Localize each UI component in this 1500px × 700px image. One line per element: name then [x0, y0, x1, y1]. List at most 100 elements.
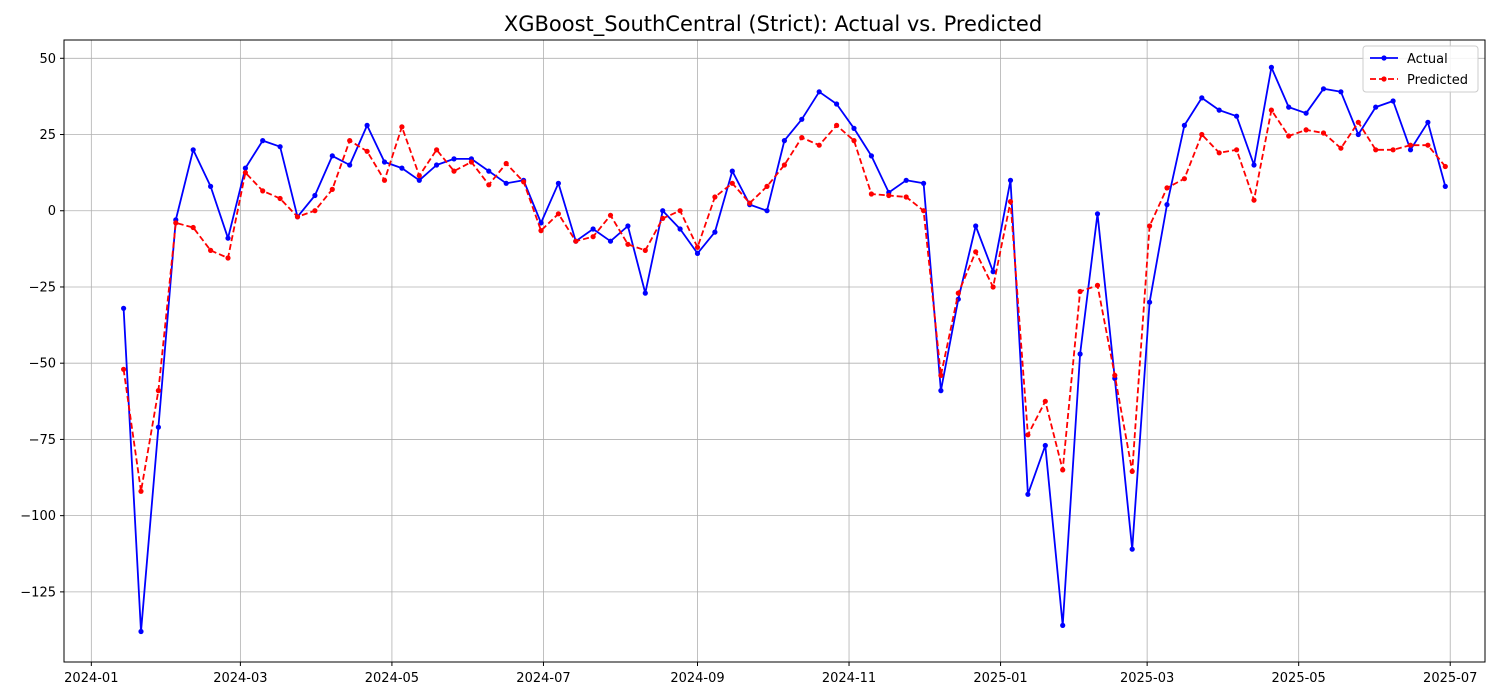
data-point-actual — [486, 168, 492, 174]
data-point-predicted — [381, 177, 388, 183]
data-point-predicted — [747, 200, 753, 206]
data-point-predicted — [712, 194, 718, 200]
legend-actual-label: Actual — [1407, 52, 1448, 67]
data-point-predicted — [781, 162, 788, 168]
data-point-actual — [138, 628, 144, 635]
data-point-predicted — [138, 488, 144, 494]
data-point-predicted — [921, 208, 927, 214]
data-point-actual — [1164, 202, 1170, 208]
data-point-predicted — [886, 192, 892, 199]
data-point-actual — [155, 424, 161, 430]
x-tick-label: 2025-01 — [973, 671, 1027, 686]
data-point-actual — [434, 162, 440, 168]
data-point-actual — [677, 226, 683, 232]
data-point-actual — [1007, 177, 1014, 183]
data-point-actual — [1060, 622, 1066, 629]
data-point-predicted — [1268, 107, 1274, 113]
y-tick-label: −50 — [29, 357, 56, 372]
data-point-actual — [277, 144, 283, 150]
data-point-predicted — [1216, 150, 1222, 156]
data-point-actual — [242, 165, 248, 171]
data-point-actual — [190, 147, 196, 153]
data-point-actual — [868, 153, 875, 159]
data-point-actual — [208, 183, 214, 189]
data-point-predicted — [364, 148, 370, 154]
data-point-predicted — [1286, 133, 1292, 139]
data-point-predicted — [729, 180, 735, 186]
data-point-actual — [625, 223, 631, 229]
data-point-actual — [329, 153, 335, 159]
legend-predicted-label: Predicted — [1407, 73, 1468, 88]
data-point-predicted — [416, 173, 422, 179]
data-point-predicted — [538, 228, 544, 234]
series-line-predicted — [122, 109, 1446, 493]
y-tick-label: 0 — [48, 204, 56, 219]
data-point-predicted — [607, 212, 614, 218]
data-point-predicted — [225, 255, 231, 261]
data-point-actual — [973, 223, 979, 229]
data-point-predicted — [1112, 372, 1118, 378]
data-point-predicted — [1129, 468, 1135, 474]
data-point-predicted — [642, 247, 648, 253]
data-point-actual — [1373, 104, 1379, 110]
data-point-predicted — [434, 147, 440, 153]
data-point-predicted — [468, 159, 474, 165]
data-point-actual — [555, 180, 562, 186]
y-tick-label: −25 — [29, 280, 56, 295]
data-point-actual — [451, 156, 457, 162]
data-point-predicted — [190, 224, 196, 231]
data-point-predicted — [816, 142, 822, 148]
data-point-actual — [851, 125, 857, 131]
data-point-actual — [1407, 147, 1414, 153]
data-point-predicted — [1007, 199, 1014, 205]
x-tick-label: 2024-07 — [516, 671, 570, 686]
x-tick-label: 2024-09 — [670, 671, 724, 686]
data-point-predicted — [868, 191, 875, 197]
data-point-predicted — [173, 220, 179, 226]
data-point-actual — [1199, 95, 1205, 101]
axis-ticks: 2024-01 2024-03 2024-05 2024-07 2024-09 2024-… — [20, 52, 1477, 686]
data-point-actual — [990, 269, 996, 275]
data-point-actual — [121, 305, 127, 311]
data-point-actual — [225, 235, 231, 241]
data-point-predicted — [660, 215, 666, 221]
data-point-actual — [1251, 162, 1257, 168]
data-point-actual — [1077, 351, 1083, 357]
x-tick-label: 2024-05 — [365, 671, 419, 686]
data-point-actual — [1181, 122, 1187, 128]
data-point-predicted — [1425, 142, 1431, 148]
data-point-predicted — [1320, 130, 1327, 136]
series-layer — [121, 64, 1448, 635]
legend-actual-marker — [1381, 55, 1387, 61]
y-tick-label: −125 — [20, 585, 56, 600]
data-point-actual — [938, 388, 944, 394]
data-point-predicted — [903, 194, 909, 200]
data-point-predicted — [1042, 398, 1048, 404]
x-tick-label: 2025-07 — [1423, 671, 1477, 686]
data-point-actual — [260, 138, 266, 144]
data-point-actual — [503, 180, 509, 186]
data-point-actual — [399, 165, 405, 171]
data-point-predicted — [294, 214, 301, 220]
data-point-predicted — [1234, 147, 1240, 153]
data-point-predicted — [242, 170, 248, 176]
data-point-actual — [1286, 104, 1292, 110]
data-point-actual — [364, 122, 370, 128]
data-point-predicted — [1390, 147, 1396, 153]
data-point-actual — [416, 177, 422, 183]
data-point-actual — [1216, 107, 1222, 113]
data-point-predicted — [1060, 467, 1066, 473]
data-point-predicted — [694, 244, 701, 250]
data-point-actual — [834, 101, 840, 107]
data-point-actual — [642, 290, 648, 296]
x-tick-label: 2024-01 — [64, 671, 118, 686]
plot-area-frame — [63, 39, 1486, 663]
data-point-predicted — [486, 182, 492, 188]
data-point-predicted — [1373, 147, 1379, 153]
x-tick-label: 2024-11 — [822, 671, 876, 686]
data-point-actual — [1094, 211, 1101, 217]
data-point-predicted — [1094, 282, 1101, 288]
data-point-actual — [903, 177, 909, 183]
data-point-predicted — [955, 290, 961, 296]
